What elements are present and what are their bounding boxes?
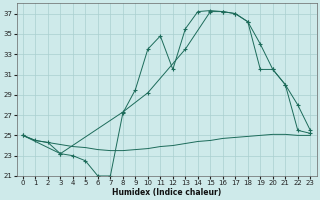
- X-axis label: Humidex (Indice chaleur): Humidex (Indice chaleur): [112, 188, 221, 197]
